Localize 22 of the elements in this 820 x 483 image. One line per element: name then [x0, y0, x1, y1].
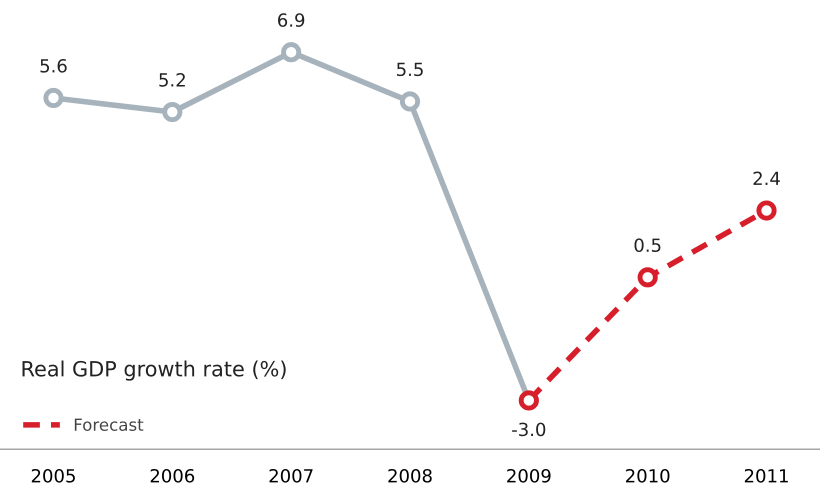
x-tick-label: 2007	[270, 468, 313, 483]
x-tick-label: 2009	[507, 468, 551, 483]
point	[162, 102, 182, 122]
x-tick-label: 2010	[626, 468, 670, 483]
point	[400, 91, 420, 112]
point	[756, 200, 777, 221]
point	[43, 88, 64, 108]
data-label: 5.6	[40, 58, 67, 73]
data-label: 5.5	[397, 62, 423, 76]
point	[638, 267, 658, 288]
legend-label: Forecast	[74, 418, 144, 431]
x-tick-label: 2008	[388, 468, 432, 483]
data-label: 6.9	[278, 13, 304, 27]
data-label: -3.0	[512, 422, 546, 436]
data-label: 2.4	[753, 172, 780, 185]
point	[281, 42, 302, 62]
x-tick-label: 2011	[744, 468, 788, 483]
x-tick-label: 2005	[32, 468, 75, 483]
data-label: 5.2	[159, 73, 185, 87]
text: Real GDP growth rate (%)	[22, 360, 286, 381]
data-label: 0.5	[634, 238, 660, 252]
x-tick-label: 2006	[150, 468, 194, 483]
